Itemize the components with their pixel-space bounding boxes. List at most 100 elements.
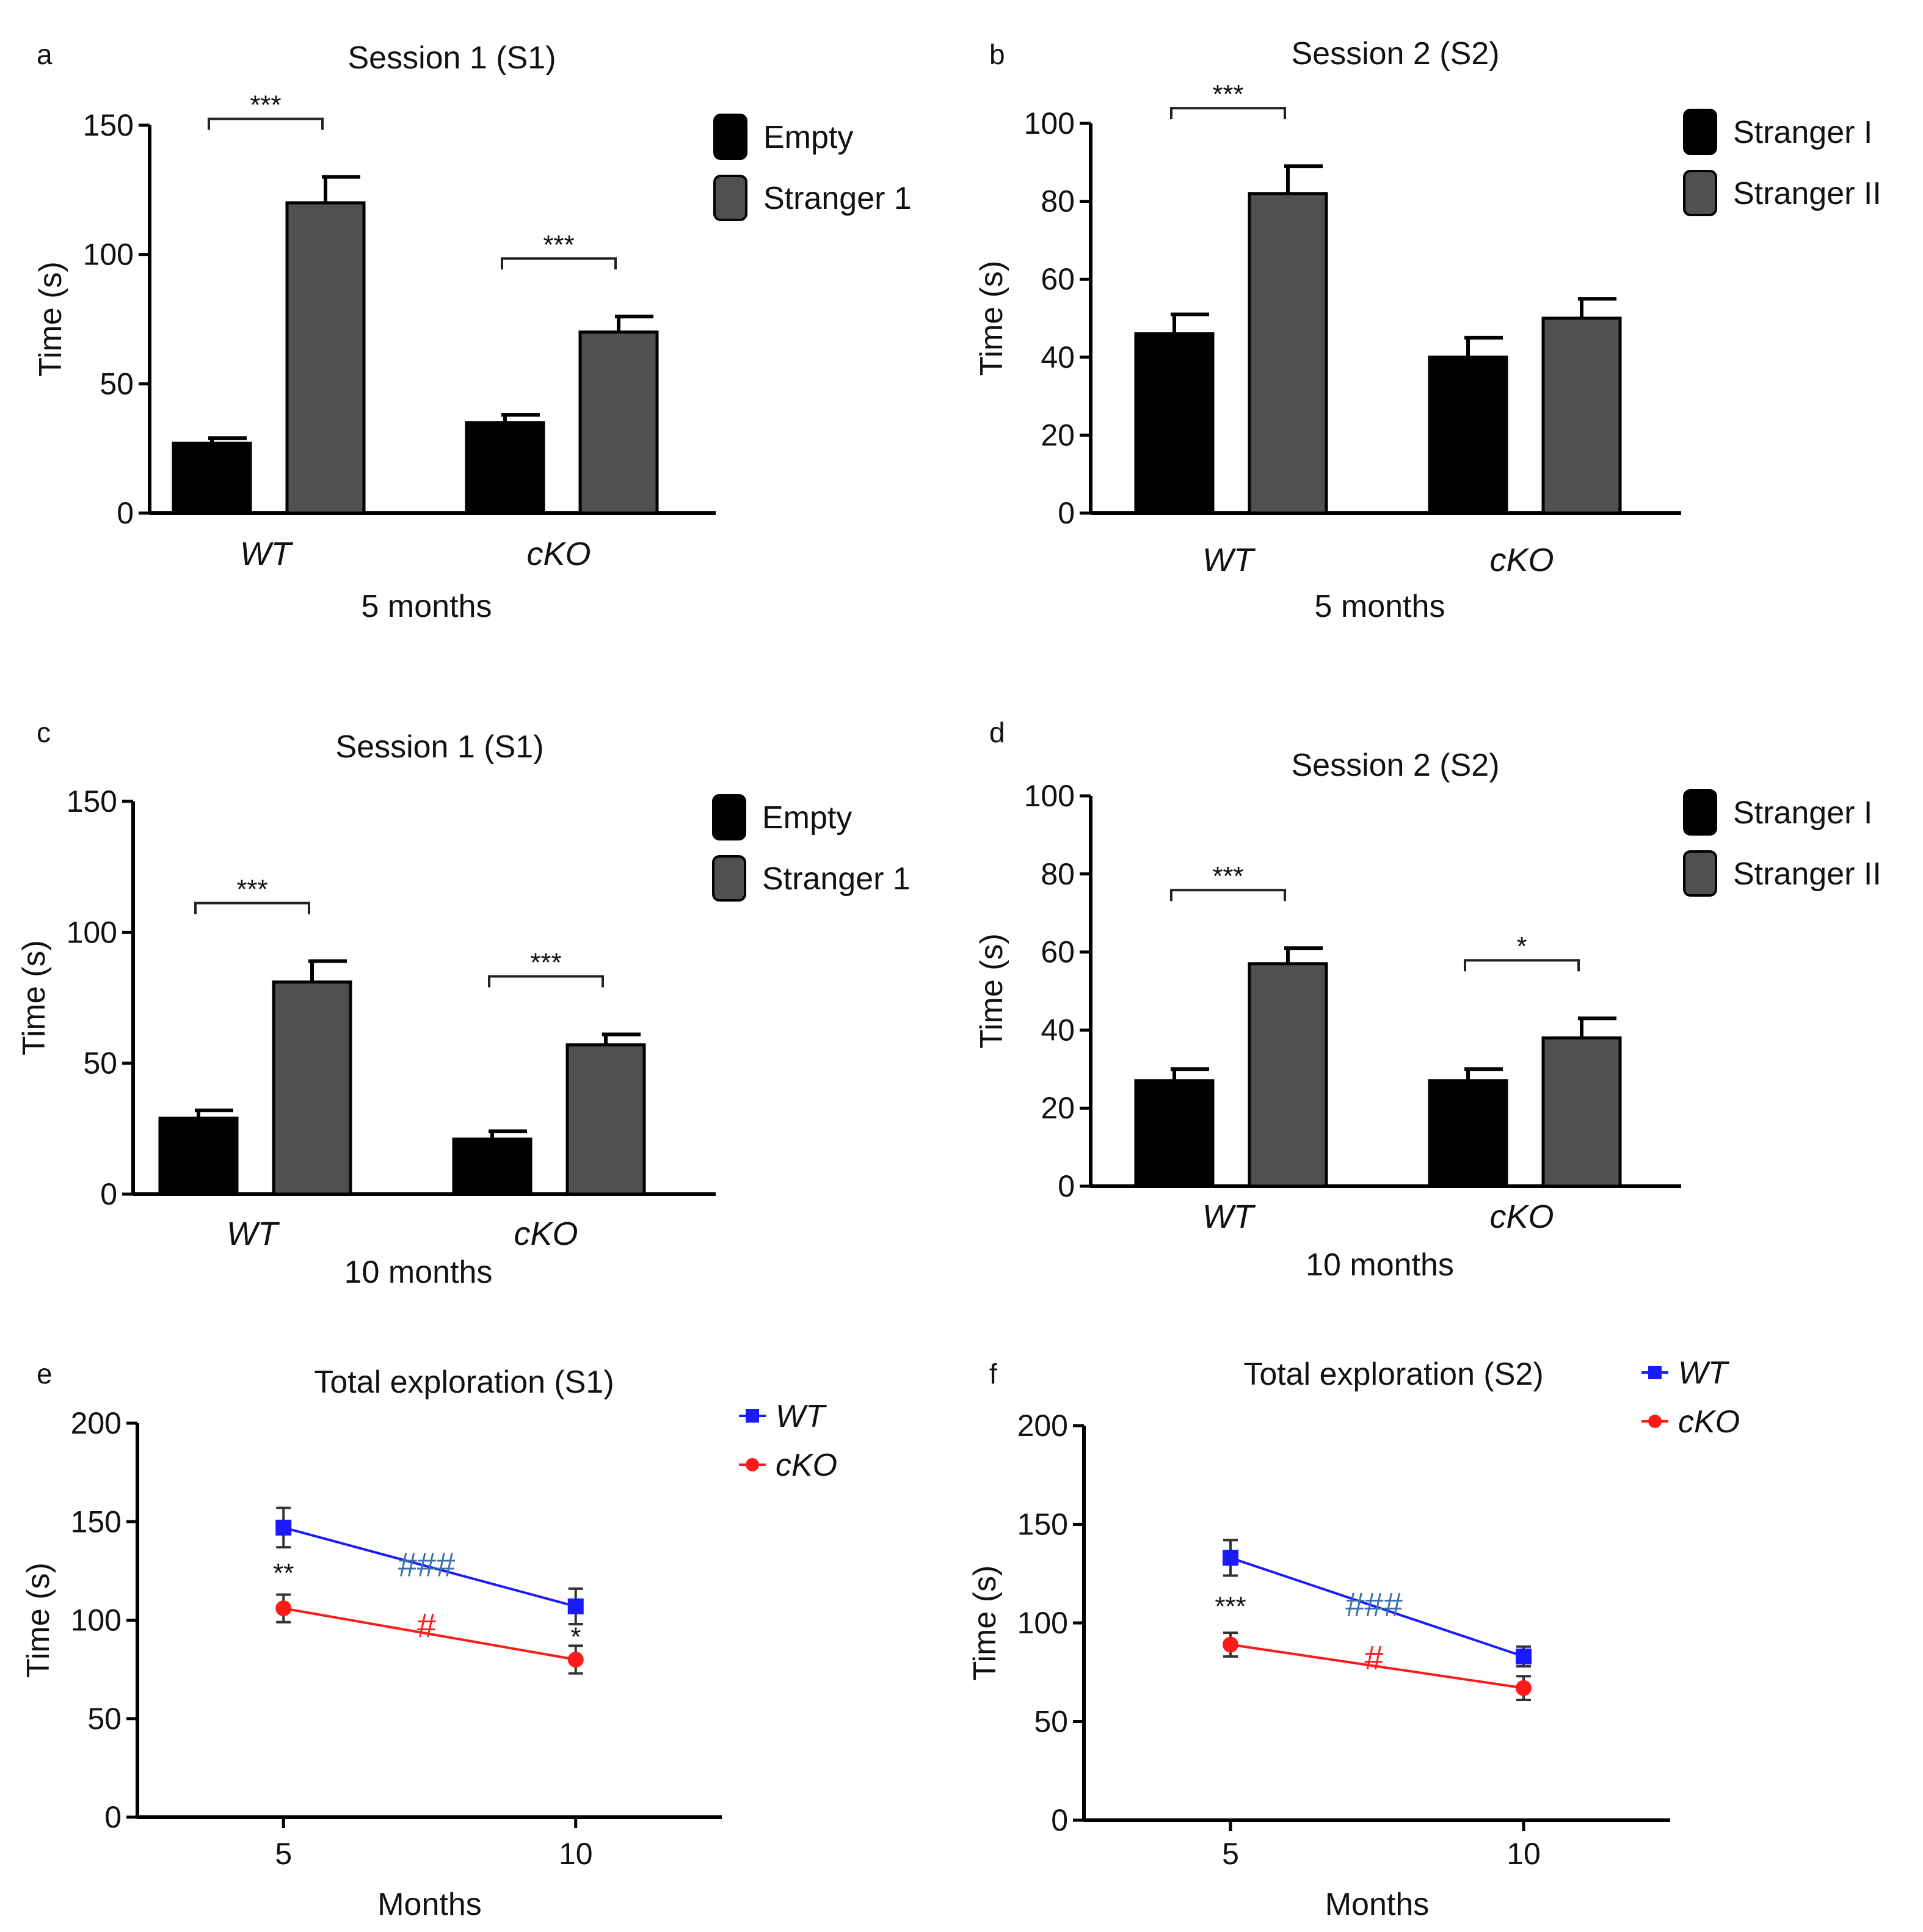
legend-label: Stranger 1 — [763, 181, 912, 216]
legend-item: Empty — [712, 794, 852, 840]
x-axis-title: 10 months — [344, 1255, 493, 1290]
panel-letter: d — [989, 716, 1005, 748]
bar — [1248, 962, 1328, 1188]
hash-annotation: ### — [1345, 1585, 1402, 1624]
legend-swatch — [713, 175, 747, 221]
legend-label: Empty — [762, 800, 852, 836]
y-tick-label: 200 — [71, 1406, 122, 1440]
data-point — [567, 1652, 584, 1668]
legend-label: WT — [776, 1399, 827, 1434]
bar — [172, 442, 252, 515]
chart-panel-b: b Session 2 (S2) 0 20 40 60 80 100 Time (s) *** WT… — [974, 36, 1881, 624]
category-label: WT — [1202, 1198, 1256, 1235]
y-tick-label: 0 — [1058, 496, 1075, 530]
panel-letter: f — [989, 1358, 997, 1390]
y-tick-label: 80 — [1041, 857, 1075, 891]
legend-swatch — [1683, 109, 1717, 155]
bar — [1134, 1079, 1215, 1188]
legend-marker — [1648, 1366, 1662, 1379]
legend-label: WT — [1678, 1355, 1729, 1391]
legend-item: WT — [739, 1399, 827, 1434]
legend-label: Empty — [763, 120, 853, 155]
panel-letter: b — [989, 38, 1005, 70]
significance-bracket — [501, 257, 617, 270]
y-tick-label: 100 — [1024, 106, 1075, 140]
data-point — [567, 1598, 584, 1614]
y-tick-label: 150 — [71, 1504, 122, 1539]
legend-item: Stranger II — [1683, 850, 1881, 897]
bar — [465, 421, 545, 515]
data-point — [1516, 1648, 1532, 1664]
x-axis-title: 5 months — [362, 589, 492, 624]
y-tick-label: 100 — [1017, 1606, 1068, 1640]
chart-panel-e: e Total exploration (S1) 0 50 100 150 200 Time … — [21, 1358, 837, 1922]
y-tick-label: 40 — [1041, 340, 1075, 374]
y-tick-label: 200 — [1017, 1409, 1068, 1443]
x-axis-title: Months — [1325, 1887, 1430, 1922]
panel-letter: e — [37, 1358, 53, 1390]
y-tick-label: 50 — [83, 1046, 117, 1081]
chart-panel-f: f Total exploration (S2) 0 50 100 150 200 Time … — [967, 1355, 1740, 1922]
y-axis-title: Time (s) — [21, 1562, 56, 1678]
chart-title: Session 2 (S2) — [1291, 36, 1499, 71]
data-point — [275, 1600, 292, 1617]
data-point — [1516, 1680, 1532, 1696]
category-label: WT — [1202, 542, 1256, 578]
legend-swatch — [713, 114, 747, 160]
x-tick-label: 10 — [559, 1837, 593, 1871]
hash-annotation: ### — [398, 1545, 455, 1583]
data-point — [275, 1519, 292, 1536]
legend-item: WT — [1641, 1355, 1729, 1391]
bar — [1428, 1079, 1508, 1188]
y-tick-label: 0 — [104, 1800, 122, 1834]
significance-label: ** — [273, 1558, 294, 1588]
bar — [578, 330, 659, 515]
legend-item: Stranger I — [1683, 789, 1872, 836]
y-tick-label: 100 — [83, 238, 134, 272]
y-axis-title: Time (s) — [16, 940, 52, 1055]
bar — [1541, 1036, 1622, 1188]
legend-marker — [746, 1458, 759, 1471]
chart-panel-d: d Session 2 (S2) 0 20 40 60 80 100 Time (s) *** WT… — [974, 716, 1881, 1283]
legend-marker — [1648, 1415, 1662, 1428]
series-line-cKO — [1230, 1643, 1524, 1690]
legend-item: Stranger 1 — [713, 175, 912, 221]
legend-swatch — [1683, 789, 1717, 836]
data-point — [1223, 1636, 1238, 1653]
significance-label: *** — [1215, 1591, 1246, 1621]
legend-item: Stranger 1 — [712, 855, 911, 902]
significance-bracket — [208, 117, 324, 130]
bar — [565, 1043, 646, 1196]
data-point — [1223, 1550, 1238, 1566]
legend-item: cKO — [739, 1448, 837, 1483]
bar — [285, 201, 366, 515]
category-label: cKO — [514, 1216, 578, 1252]
legend-label: Stranger 1 — [762, 861, 911, 897]
series-line-WT — [1230, 1556, 1524, 1658]
significance-label: *** — [530, 948, 561, 978]
y-tick-label: 20 — [1041, 1091, 1075, 1125]
y-tick-label: 0 — [117, 496, 134, 530]
legend-label: cKO — [1678, 1404, 1740, 1440]
y-tick-label: 50 — [1034, 1705, 1068, 1739]
significance-label: *** — [1212, 861, 1243, 891]
significance-label: *** — [1212, 79, 1243, 109]
significance-bracket — [194, 902, 310, 914]
x-tick-label: 5 — [1222, 1837, 1239, 1871]
chart-title: Session 1 (S1) — [335, 729, 543, 765]
bar — [158, 1117, 239, 1196]
significance-bracket — [1170, 107, 1286, 120]
y-tick-label: 60 — [1041, 262, 1075, 296]
significance-label: *** — [543, 230, 574, 260]
significance-label: * — [570, 1622, 581, 1652]
bar — [272, 980, 352, 1196]
significance-label: *** — [236, 874, 267, 904]
panel-letter: a — [37, 38, 53, 70]
y-tick-label: 150 — [83, 108, 134, 142]
legend-swatch — [1683, 850, 1717, 897]
y-tick-label: 20 — [1041, 418, 1075, 452]
series-line-WT — [283, 1526, 576, 1608]
y-tick-label: 0 — [1058, 1169, 1075, 1203]
legend-label: cKO — [776, 1448, 837, 1483]
